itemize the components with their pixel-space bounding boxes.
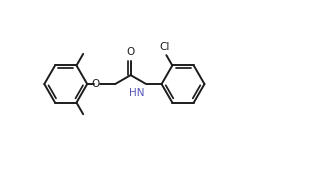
- Text: O: O: [92, 79, 100, 89]
- Text: O: O: [127, 47, 135, 57]
- Text: Cl: Cl: [160, 42, 170, 52]
- Text: HN: HN: [129, 88, 145, 98]
